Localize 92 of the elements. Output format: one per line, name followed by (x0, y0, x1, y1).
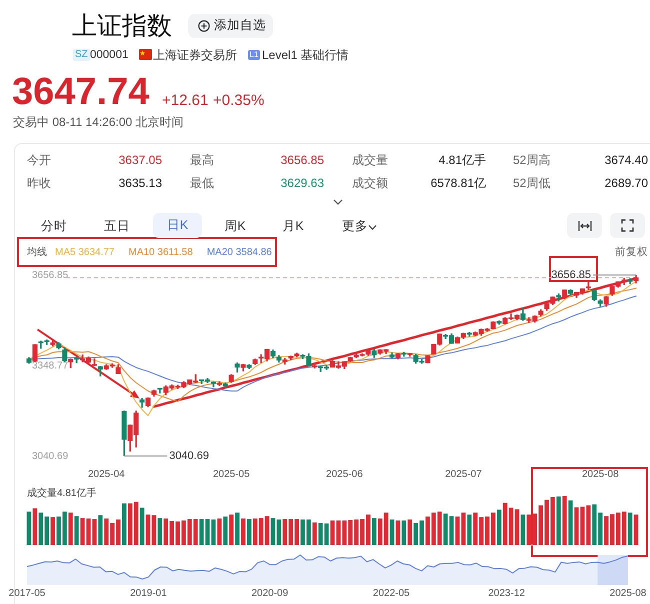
x-tick-label: 2025-08 (610, 588, 647, 599)
chart-title: 成交量4.81亿手 (27, 487, 96, 500)
bar (556, 496, 561, 545)
text: 月K (281, 219, 305, 235)
text: 昨收 (27, 176, 51, 190)
bar (32, 508, 38, 545)
bar (152, 515, 156, 545)
annotation: 3656.85 (551, 269, 592, 282)
candlestick (425, 355, 430, 364)
text: 上证指数 (72, 11, 172, 42)
text: 52周低 (513, 176, 550, 190)
text: 52周高 (513, 152, 550, 168)
text: 最高 (190, 152, 214, 168)
bar (235, 512, 240, 545)
annotation: 3040.69 (169, 450, 209, 462)
x-tick-label: 2017-05 (8, 588, 46, 599)
text: 交易中 08-11 14:26:00 北京时间 (13, 114, 184, 130)
bar (80, 518, 85, 545)
bar (574, 507, 579, 545)
bar (408, 520, 412, 545)
x-tick-label: 2025-06 (326, 468, 364, 480)
text: 2689.70 (604, 176, 648, 190)
text: 最低 (190, 176, 214, 190)
bar (158, 518, 162, 545)
bar (312, 522, 317, 545)
bar (241, 518, 246, 545)
text: 日K (153, 213, 202, 238)
y-tick-label: 3656.85 (32, 270, 69, 281)
x-tick-label: 2023-12 (488, 588, 526, 599)
bar (246, 519, 252, 545)
text: 今开 (27, 152, 51, 168)
bar (223, 516, 228, 545)
bar (467, 514, 472, 545)
y-tick-label: 3348.77 (32, 360, 69, 372)
text: +12.61 (162, 92, 208, 110)
text: 添加自选 (214, 18, 266, 34)
text: 4.81亿手 (438, 152, 486, 166)
bar (390, 520, 394, 545)
bar (26, 512, 32, 545)
x-tick-label: 2022-05 (372, 588, 410, 599)
bar (496, 510, 502, 545)
text: 更多 (342, 219, 368, 235)
bar (98, 515, 103, 545)
text: 周K (223, 219, 247, 235)
bar (146, 514, 150, 545)
bar (372, 518, 376, 545)
x-tick-label: 2019-01 (130, 588, 168, 599)
x-tick-label: 2025-08 (582, 468, 620, 480)
text: 3647.74 (12, 71, 150, 114)
bar (211, 520, 216, 545)
bar (229, 514, 234, 545)
bar (122, 503, 126, 545)
text: 3637.05 (118, 152, 162, 168)
bar (562, 496, 567, 545)
bar (217, 518, 222, 545)
text: +0.35% (213, 92, 264, 110)
bar (514, 509, 520, 545)
text: L1 (248, 50, 260, 60)
x-tick-label: 2025-07 (445, 468, 482, 480)
bar (634, 514, 638, 545)
text: 成交额 (352, 176, 388, 190)
bar (68, 512, 73, 545)
text: 五日 (103, 219, 131, 235)
text: 3629.63 (280, 176, 324, 190)
text: SZ (73, 48, 90, 62)
text: MA5 3634.77 (55, 247, 114, 258)
candlestick (32, 344, 38, 362)
x-tick-label: 2025-05 (212, 468, 250, 480)
bar (50, 517, 55, 545)
text: 3674.40 (604, 152, 648, 166)
x-tick-label: 2020-09 (251, 588, 289, 599)
legend-title: 均线 (27, 247, 47, 258)
bar (396, 520, 400, 545)
text: 3635.13 (118, 176, 162, 190)
y-tick-label: 3040.69 (32, 450, 69, 462)
bar (140, 508, 144, 545)
x-tick-label: 2025-04 (88, 468, 126, 480)
text: 6578.81亿 (430, 176, 486, 190)
text: 前复权 (615, 246, 648, 260)
bar (568, 500, 573, 545)
bar (74, 516, 79, 545)
bar (402, 520, 406, 545)
text: MA20 3584.86 (206, 247, 272, 258)
text: Level1 基础行情 (262, 48, 349, 62)
text: 3656.85 (280, 152, 324, 168)
text: 成交量 (352, 152, 388, 168)
text: 分时 (40, 219, 68, 235)
bar (628, 512, 632, 545)
text: MA10 3611.58 (128, 247, 193, 258)
text: 000001 (90, 48, 128, 62)
text: 上海证券交易所 (153, 48, 237, 62)
bar (520, 514, 526, 545)
